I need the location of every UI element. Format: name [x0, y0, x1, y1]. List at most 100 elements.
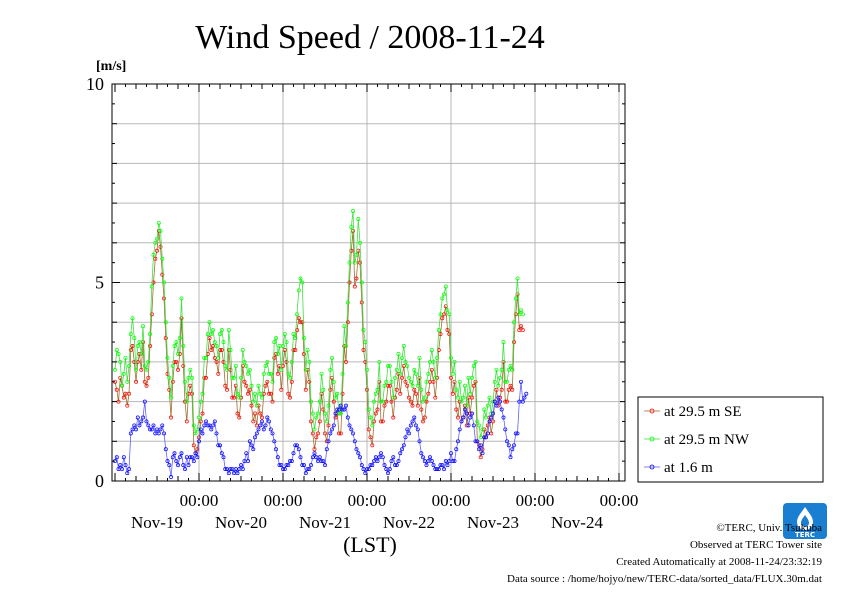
data-point: [414, 391, 418, 396]
data-point: [135, 344, 140, 348]
data-point: [202, 355, 207, 360]
data-point: [282, 467, 287, 472]
data-point: [450, 391, 455, 396]
data-point: [300, 280, 305, 285]
data-point: [295, 328, 299, 333]
data-point: [321, 459, 326, 464]
data-point: [298, 455, 303, 460]
data-point: [410, 403, 415, 408]
data-point: [291, 348, 296, 352]
data-point: [433, 395, 438, 400]
data-point: [445, 308, 450, 313]
legend: at 29.5 m SE at 29.5 m NW at 1.6 m: [637, 396, 824, 483]
data-point: [417, 355, 422, 360]
data-point: [340, 407, 345, 412]
data-point: [408, 399, 413, 404]
data-point: [471, 363, 476, 368]
data-point: [387, 467, 392, 472]
data-point: [358, 240, 362, 245]
data-point: [440, 463, 445, 468]
data-point: [372, 399, 376, 404]
data-point: [324, 419, 329, 424]
data-point: [181, 363, 186, 368]
data-point: [450, 459, 455, 464]
data-point: [468, 391, 473, 396]
data-point: [496, 395, 501, 400]
data-point: [442, 467, 446, 472]
data-point: [380, 399, 385, 404]
data-point: [219, 348, 224, 352]
data-point: [477, 447, 481, 452]
data-point: [174, 340, 179, 345]
data-point: [375, 407, 380, 412]
data-point: [128, 431, 133, 436]
data-point: [494, 387, 499, 392]
data-point: [477, 423, 481, 428]
legend-label: at 29.5 m SE: [664, 404, 742, 420]
data-point: [426, 371, 431, 376]
legend-label: at 1.6 m: [664, 460, 713, 476]
data-point: [359, 463, 364, 468]
data-point: [389, 379, 394, 384]
data-point: [449, 375, 453, 380]
data-point: [174, 359, 179, 364]
data-point: [492, 399, 497, 404]
data-point: [424, 463, 429, 468]
data-point: [403, 379, 408, 384]
data-point: [457, 427, 462, 432]
data-point: [249, 403, 254, 408]
data-point: [508, 383, 513, 388]
data-point: [223, 383, 228, 388]
data-point: [163, 320, 168, 325]
data-point: [438, 463, 443, 468]
data-point: [274, 336, 278, 341]
data-point: [247, 439, 252, 444]
data-point: [352, 439, 357, 444]
data-point: [508, 455, 513, 460]
data-point: [351, 209, 355, 213]
data-point: [246, 391, 250, 396]
data-point: [113, 367, 117, 372]
data-point: [188, 455, 193, 460]
data-point: [447, 312, 452, 317]
data-point: [459, 419, 464, 424]
data-point: [482, 407, 487, 412]
data-point: [137, 423, 142, 428]
data-source-text: Data source : /home/hojyo/new/TERC-data/…: [507, 573, 822, 585]
data-point: [253, 435, 257, 440]
data-point: [492, 379, 497, 384]
data-point: [302, 336, 306, 341]
data-point: [457, 379, 462, 384]
data-point: [501, 340, 506, 345]
data-point: [218, 348, 222, 352]
data-point: [522, 395, 527, 400]
data-point: [228, 348, 233, 352]
data-point: [167, 375, 172, 380]
data-point: [144, 419, 149, 424]
data-point: [219, 328, 224, 333]
data-point: [317, 399, 322, 404]
data-point: [379, 419, 383, 424]
data-point: [505, 379, 509, 384]
data-point: [314, 435, 319, 440]
data-point: [270, 379, 275, 384]
data-point: [470, 395, 474, 400]
data-point: [263, 383, 268, 388]
data-point: [520, 328, 525, 333]
data-point: [323, 431, 327, 436]
data-point: [181, 344, 186, 348]
data-point: [179, 316, 184, 321]
data-point: [328, 431, 333, 436]
data-point: [134, 379, 138, 384]
data-point: [351, 431, 355, 436]
data-point: [307, 379, 312, 384]
data-point: [139, 419, 144, 424]
data-point: [485, 431, 490, 436]
data-point: [454, 407, 459, 412]
data-point: [221, 340, 226, 345]
data-point: [414, 423, 418, 428]
data-point: [198, 427, 203, 432]
data-point: [128, 332, 133, 337]
data-point: [228, 467, 233, 472]
data-point: [508, 363, 513, 368]
